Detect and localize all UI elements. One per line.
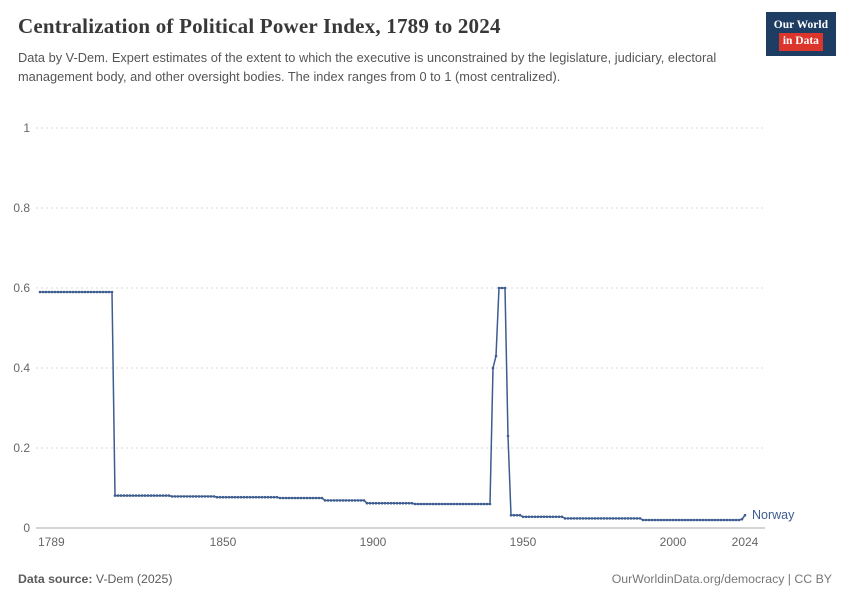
data-source-value: V-Dem (2025) [92, 572, 173, 586]
x-tick-label: 1900 [360, 535, 387, 549]
y-tick-label: 0.6 [13, 281, 30, 295]
x-tick-label: 2024 [732, 535, 759, 549]
x-tick-label: 1950 [510, 535, 537, 549]
y-tick-label: 0.8 [13, 201, 30, 215]
chart-footer: Data source: V-Dem (2025) OurWorldinData… [18, 572, 832, 586]
owid-logo-line2: in Data [778, 33, 823, 51]
gridlines [36, 127, 765, 529]
y-tick-label: 0.4 [13, 361, 30, 375]
owid-logo-line1: Our World [773, 19, 828, 31]
y-tick-label: 0.2 [13, 441, 30, 455]
data-source-label: Data source: [18, 572, 93, 586]
series-label[interactable]: Norway [752, 508, 795, 522]
owid-logo[interactable]: Our World in Data [765, 12, 836, 56]
x-tick-label: 2000 [660, 535, 687, 549]
y-tick-label: 1 [23, 121, 30, 135]
x-tick-label: 1850 [210, 535, 237, 549]
y-tick-label: 0 [23, 521, 30, 535]
x-axis-labels: 1789 1850 1900 1950 2000 2024 [38, 535, 759, 549]
x-tick-label: 1789 [38, 535, 65, 549]
series-markers [38, 286, 747, 522]
credit-link[interactable]: OurWorldinData.org/democracy | CC BY [611, 572, 832, 586]
series-line[interactable] [40, 287, 746, 521]
chart-header: Centralization of Political Power Index,… [0, 0, 850, 86]
data-source: Data source: V-Dem (2025) [18, 572, 172, 586]
page-title: Centralization of Political Power Index,… [18, 14, 501, 38]
chart-area[interactable]: 0 0.2 0.4 0.6 0.8 1 1789 1850 1900 1950 2000 2024 No… [0, 112, 850, 562]
chart-svg[interactable]: 0 0.2 0.4 0.6 0.8 1 1789 1850 1900 1950 2000 2024 No… [0, 112, 850, 562]
chart-subtitle: Data by V-Dem. Expert estimates of the e… [18, 50, 717, 85]
y-axis-labels: 0 0.2 0.4 0.6 0.8 1 [13, 121, 30, 535]
